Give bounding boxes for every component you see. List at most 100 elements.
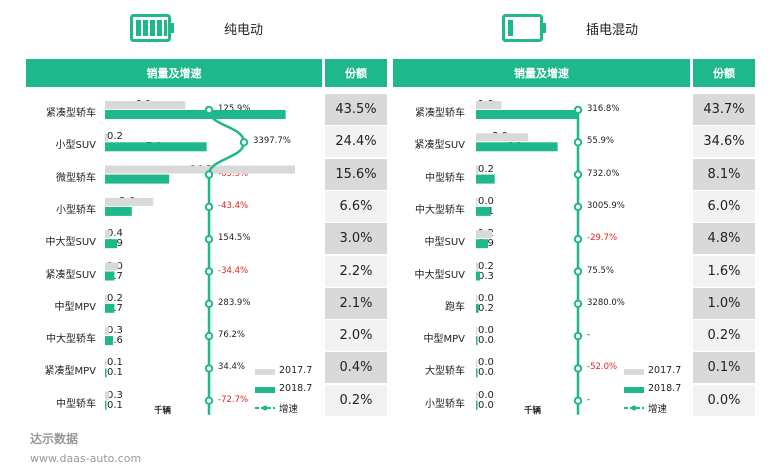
value-label-2018: 0.0	[478, 399, 494, 411]
value-label-2017: 0.3	[107, 325, 123, 337]
growth-point	[204, 299, 214, 308]
growth-label: 34.4%	[218, 362, 246, 373]
category-label: 紧凑型轿车	[415, 108, 465, 119]
growth-label: -52.0%	[587, 362, 618, 373]
watermark-logo: 达示数据	[30, 432, 79, 446]
value-label-2018: 7.6	[145, 141, 162, 153]
phev-unit-label: 千辆	[524, 406, 542, 416]
value-label-2018: 7.7	[517, 109, 534, 120]
value-label-2018: 0.7	[107, 270, 123, 282]
value-label-2018: 0.2	[478, 302, 494, 314]
value-label-2018: 0.6	[107, 335, 123, 347]
value-label-2018: 0.9	[107, 238, 123, 250]
value-label-2017: 6.0	[135, 99, 152, 110]
phev-share-header: 份额	[693, 59, 755, 87]
watermark-url: www.daas-auto.com	[30, 452, 142, 465]
share-cell: 6.6%	[325, 190, 387, 222]
phev-sales-header: 销量及增速	[393, 59, 690, 87]
legend-label: 增速	[279, 404, 299, 415]
growth-label: 76.2%	[218, 330, 246, 341]
share-cell: 8.1%	[693, 158, 755, 190]
growth-label: -34.4%	[218, 265, 249, 276]
growth-point	[573, 202, 583, 212]
value-label-2017: 0.0	[478, 325, 494, 337]
value-label-2017: 1.9	[478, 99, 494, 110]
growth-label: -43.4%	[218, 200, 249, 211]
value-label-2017: 0.0	[478, 357, 494, 369]
value-label-2017: 14.2	[190, 163, 213, 175]
share-cell: 1.0%	[693, 287, 755, 319]
growth-point	[573, 331, 583, 341]
share-cell: 1.6%	[693, 255, 755, 287]
value-label-2018: 1.4	[478, 173, 494, 185]
growth-label: 3397.7%	[253, 136, 291, 147]
value-label-2017: 0.4	[107, 228, 123, 240]
value-label-2017: 0.2	[107, 131, 123, 143]
share-cell: 0.2%	[325, 384, 387, 416]
value-label-2017: 0.2	[107, 292, 123, 304]
growth-label: 125.9%	[218, 104, 251, 114]
category-label: 微型轿车	[56, 172, 96, 184]
share-cell: 4.8%	[693, 223, 755, 255]
bev-sales-header: 销量及增速	[26, 59, 322, 87]
category-label: 中型轿车	[425, 172, 465, 184]
growth-point	[239, 138, 249, 147]
growth-point	[573, 170, 583, 179]
category-label: 中型MPV	[423, 334, 466, 346]
value-label-2018: 4.8	[127, 173, 144, 185]
growth-label: 283.9%	[218, 297, 251, 308]
legend-swatch-growth-dot	[631, 405, 637, 411]
growth-label: 154.5%	[218, 233, 251, 244]
share-cell: 0.0%	[693, 384, 755, 416]
category-label: 小型轿车	[56, 204, 96, 216]
value-label-2017: 0.0	[478, 292, 494, 304]
legend-swatch-growth-dot	[262, 405, 268, 411]
category-label: 小型SUV	[55, 140, 96, 152]
growth-point	[573, 267, 583, 276]
legend-label: 2018.7	[279, 383, 313, 394]
share-cell: 0.1%	[693, 352, 755, 384]
category-label: 中型MPV	[54, 301, 97, 313]
growth-point	[573, 396, 583, 405]
share-cell: 0.4%	[325, 352, 387, 384]
share-cell: 24.4%	[325, 126, 387, 158]
value-label-2017: 0.3	[107, 389, 123, 401]
growth-label: 55.9%	[587, 136, 615, 147]
value-label-2017: 0.1	[107, 357, 123, 369]
growth-point	[204, 331, 214, 341]
share-cell: 2.1%	[325, 287, 387, 319]
growth-label: -72.7%	[218, 394, 249, 405]
share-cell: 6.0%	[693, 190, 755, 222]
share-cell: 34.6%	[693, 126, 755, 158]
category-label: 中型SUV	[424, 237, 465, 249]
growth-point	[204, 396, 214, 405]
bev-unit-label: 千辆	[154, 406, 172, 416]
category-label: 紧凑型SUV	[45, 269, 96, 281]
legend-swatch-2017	[624, 369, 644, 375]
growth-point	[573, 138, 583, 147]
category-label: 紧凑型MPV	[44, 366, 97, 378]
category-label: 中大型SUV	[45, 237, 96, 249]
value-label-2018: 0.9	[478, 238, 494, 250]
value-label-2018: 13.5	[185, 109, 208, 120]
share-cell: 43.7%	[693, 94, 755, 125]
battery-full-icon	[130, 14, 174, 42]
bev-share-header: 份额	[325, 59, 387, 87]
share-cell: 15.6%	[325, 158, 387, 190]
category-label: 中型轿车	[56, 398, 96, 410]
growth-label: -65.9%	[218, 168, 249, 179]
category-label: 中大型轿车	[46, 334, 96, 346]
value-label-2017: 0.0	[478, 389, 494, 401]
growth-label: 3280.0%	[587, 297, 625, 308]
phev-title: 插电混动	[586, 23, 639, 38]
value-label-2018: 0.0	[478, 367, 494, 379]
value-label-2018: 0.1	[107, 399, 123, 411]
value-label-2018: 0.3	[478, 270, 494, 282]
growth-label: -29.7%	[587, 233, 618, 244]
growth-point	[204, 267, 214, 276]
value-label-2017: 3.9	[492, 131, 508, 143]
growth-label: 316.8%	[587, 104, 620, 114]
growth-point	[573, 235, 583, 244]
growth-point	[573, 364, 583, 373]
growth-label: -	[587, 394, 591, 405]
